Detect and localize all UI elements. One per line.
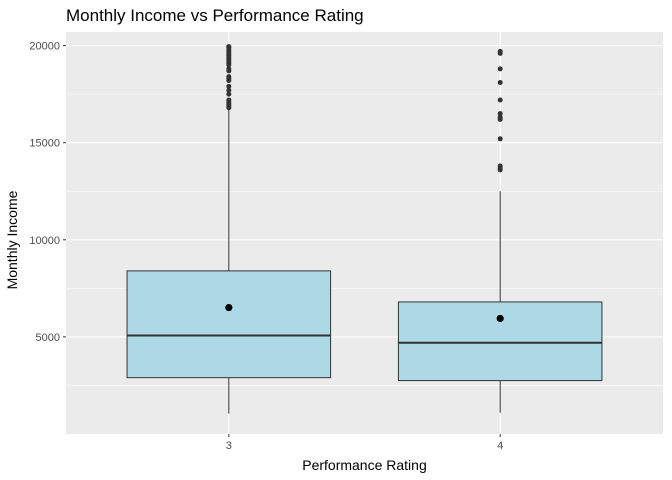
mean-point <box>225 303 233 312</box>
outlier-point <box>226 44 232 50</box>
box-iqr <box>126 270 332 379</box>
box-group <box>126 44 332 414</box>
box-iqr <box>397 301 603 382</box>
outlier-point <box>497 163 503 169</box>
x-tick-label: 3 <box>226 440 232 452</box>
outlier-point <box>497 48 503 54</box>
outlier-point <box>497 111 503 117</box>
y-tick-label: 5000 <box>36 332 60 344</box>
outlier-point <box>226 97 232 103</box>
outlier-point <box>226 87 232 93</box>
box-marks <box>126 44 603 414</box>
y-tick-label: 10000 <box>29 235 60 247</box>
outlier-point <box>226 83 232 89</box>
y-axis-label: Monthly Income <box>4 190 20 290</box>
mean-point <box>496 314 504 323</box>
outlier-point <box>497 97 503 103</box>
y-tick-label: 20000 <box>29 41 60 53</box>
outlier-point <box>497 136 503 142</box>
y-tick-label: 15000 <box>29 138 60 150</box>
outlier-point <box>497 114 503 120</box>
outlier-point <box>497 79 503 85</box>
outlier-point <box>226 66 232 72</box>
x-tick-label: 4 <box>497 440 503 452</box>
outlier-point <box>497 66 503 72</box>
box-group <box>397 48 603 413</box>
outlier-point <box>226 91 232 97</box>
axes: 5000 10000 15000 20000 3 4 <box>29 41 503 452</box>
x-axis-label: Performance Rating <box>302 457 427 473</box>
chart-title: Monthly Income vs Performance Rating <box>66 6 364 25</box>
outlier-point <box>226 74 232 80</box>
